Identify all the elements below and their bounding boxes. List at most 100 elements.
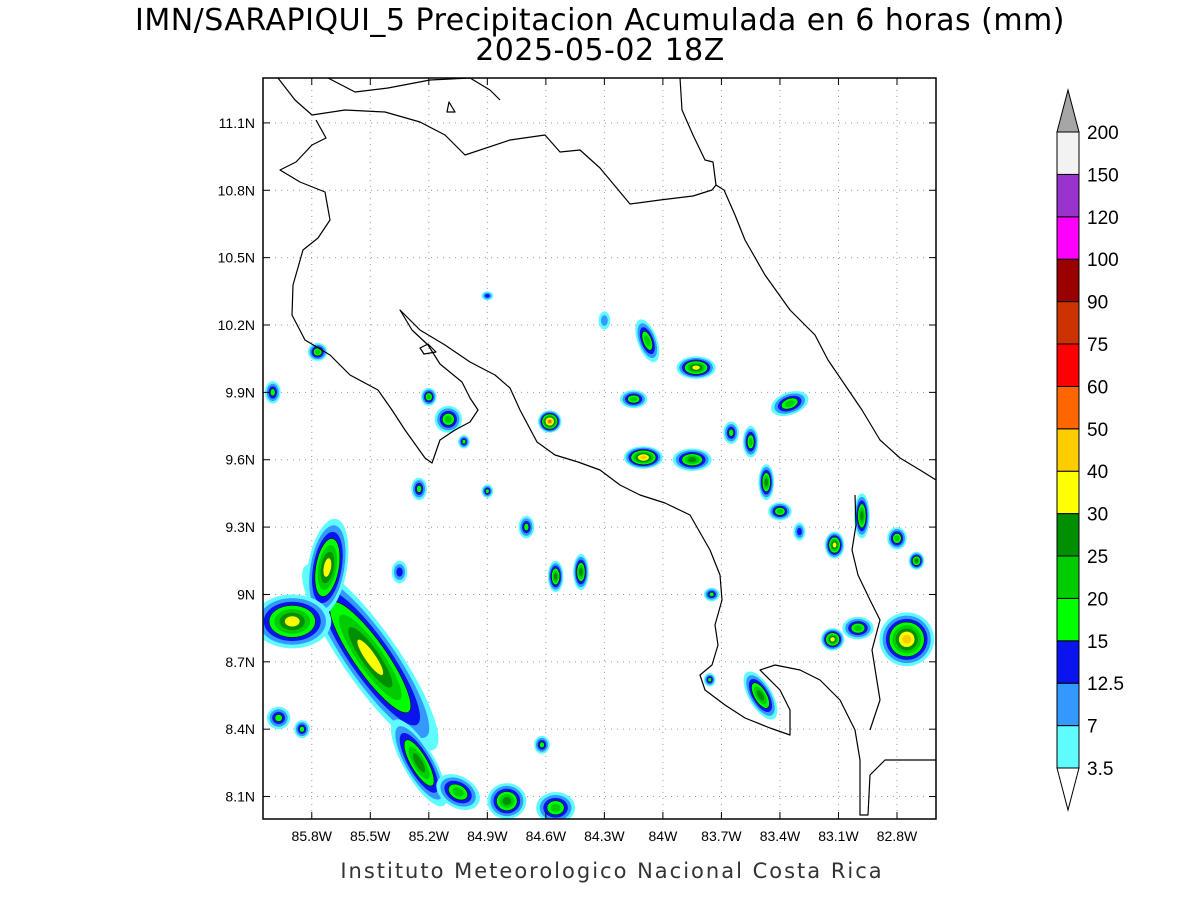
precip-contour: [315, 349, 321, 355]
precip-contour: [444, 415, 452, 423]
colorbar-segment: [1056, 555, 1080, 599]
precipitation-field: [263, 291, 935, 819]
precipitation-colorbar: 3.5 7 12.5 15 20 25 30 40 50 60 75 90 100 120 150 200: [1056, 88, 1124, 812]
precip-contour: [484, 293, 490, 298]
precip-contour: [461, 439, 467, 445]
colorbar-label: 7: [1087, 717, 1098, 738]
precip-cell: [793, 522, 806, 541]
lat-tick-label: 9.3N: [225, 519, 255, 535]
colorbar-segment: [1056, 470, 1080, 515]
precip-contour: [600, 315, 608, 326]
colorbar-segment: [1056, 385, 1080, 430]
lat-tick-label: 10.5N: [218, 250, 255, 266]
precip-cell: [538, 410, 562, 433]
precip-cell: [302, 564, 439, 751]
precip-contour: [748, 437, 753, 446]
precip-cell: [518, 515, 535, 539]
precip-contour: [299, 726, 305, 733]
colorbar-label: 60: [1087, 377, 1108, 398]
colorbar-label: 20: [1087, 589, 1108, 610]
precip-contour: [692, 365, 700, 370]
lon-tick-label: 82.8W: [877, 828, 918, 844]
precip-contour: [630, 396, 638, 402]
precip-cell: [820, 628, 845, 651]
latitude-ticks: 11.1N 10.8N 10.5N 10.2N 9.9N 9.6N 9.3N 9N 8.7N 8.…: [218, 115, 936, 805]
precip-cell: [390, 719, 448, 807]
precip-contour: [902, 634, 912, 644]
colorbar-segment: [1056, 513, 1080, 557]
colorbar-label: 30: [1087, 505, 1108, 526]
precip-contour: [396, 567, 403, 577]
lon-tick-label: 84W: [649, 828, 679, 844]
colorbar-label: 90: [1087, 293, 1108, 314]
precip-cell: [768, 502, 792, 521]
precip-cell: [879, 612, 935, 667]
plot-frame: [262, 77, 937, 820]
precip-cell: [263, 594, 332, 649]
colorbar-label: 150: [1087, 165, 1119, 186]
precip-contour: [452, 787, 464, 797]
precip-cell: [703, 587, 720, 602]
precip-cell: [854, 493, 870, 539]
lat-tick-label: 9.6N: [225, 452, 255, 468]
precip-cell: [534, 735, 550, 754]
colorbar-label: 100: [1087, 250, 1119, 271]
precip-cell: [266, 706, 291, 730]
precip-cell: [294, 720, 310, 739]
precip-contour: [707, 677, 712, 683]
precip-cell: [758, 464, 775, 501]
precip-contour: [860, 510, 864, 521]
caribbean-coast: [679, 78, 936, 481]
colorbar-label: 120: [1087, 208, 1119, 229]
precip-cell: [623, 446, 663, 469]
precip-contour: [832, 542, 837, 548]
precip-contour: [784, 400, 795, 407]
precip-cell: [481, 484, 494, 498]
nicaragua-costa-rica-border: [277, 78, 717, 205]
colorbar-label: 12.5: [1087, 674, 1124, 695]
precip-contour: [914, 558, 919, 563]
precip-cell: [598, 311, 611, 330]
precip-contour: [284, 616, 300, 627]
precip-contour: [708, 592, 715, 597]
precip-contour: [764, 478, 768, 487]
colorbar-label: 75: [1087, 335, 1108, 356]
footer-credit: Instituto Meteorologico Nacional Costa R…: [340, 859, 883, 883]
precip-contour: [853, 625, 863, 632]
precip-cell: [536, 792, 576, 819]
precip-cell: [842, 616, 874, 640]
lake-islet: [446, 101, 456, 113]
panama-border: [851, 494, 881, 731]
lat-tick-label: 8.7N: [225, 654, 255, 670]
colorbar-label: 25: [1087, 547, 1108, 568]
precip-cell: [458, 435, 470, 449]
precip-cell: [573, 554, 589, 590]
precip-cell: [743, 671, 778, 720]
map-title: IMN/SARAPIQUI_5 Precipitacion Acumulada …: [135, 3, 1065, 38]
precip-contour: [644, 335, 651, 347]
precip-contour: [502, 797, 512, 805]
colorbar-segment: [1056, 258, 1080, 303]
lat-tick-label: 11.1N: [219, 115, 255, 131]
precip-contour: [894, 535, 900, 542]
precip-cell: [824, 531, 845, 559]
longitude-ticks: 85.8W 85.5W 85.2W 84.9W 84.6W 84.3W 84W 83.7W 83…: [292, 78, 918, 844]
colorbar-bottom-arrow: [1056, 767, 1080, 812]
precip-cell: [436, 774, 480, 811]
plot-area: [263, 78, 936, 819]
precip-contour: [357, 639, 384, 675]
colorbar-segment: [1056, 428, 1080, 472]
precip-contour: [485, 488, 490, 494]
precip-cell: [481, 291, 494, 301]
colorbar-label: 15: [1087, 632, 1108, 653]
lat-tick-label: 9N: [237, 586, 255, 602]
lon-tick-label: 84.3W: [584, 828, 625, 844]
colorbar-top-arrow: [1056, 88, 1080, 133]
precip-contour: [548, 419, 552, 424]
colorbar-label: 40: [1087, 462, 1108, 483]
colorbar-segment: [1056, 343, 1080, 387]
precip-cell: [619, 390, 648, 409]
colorbar-segment: [1056, 173, 1080, 218]
precip-cell: [908, 551, 925, 570]
